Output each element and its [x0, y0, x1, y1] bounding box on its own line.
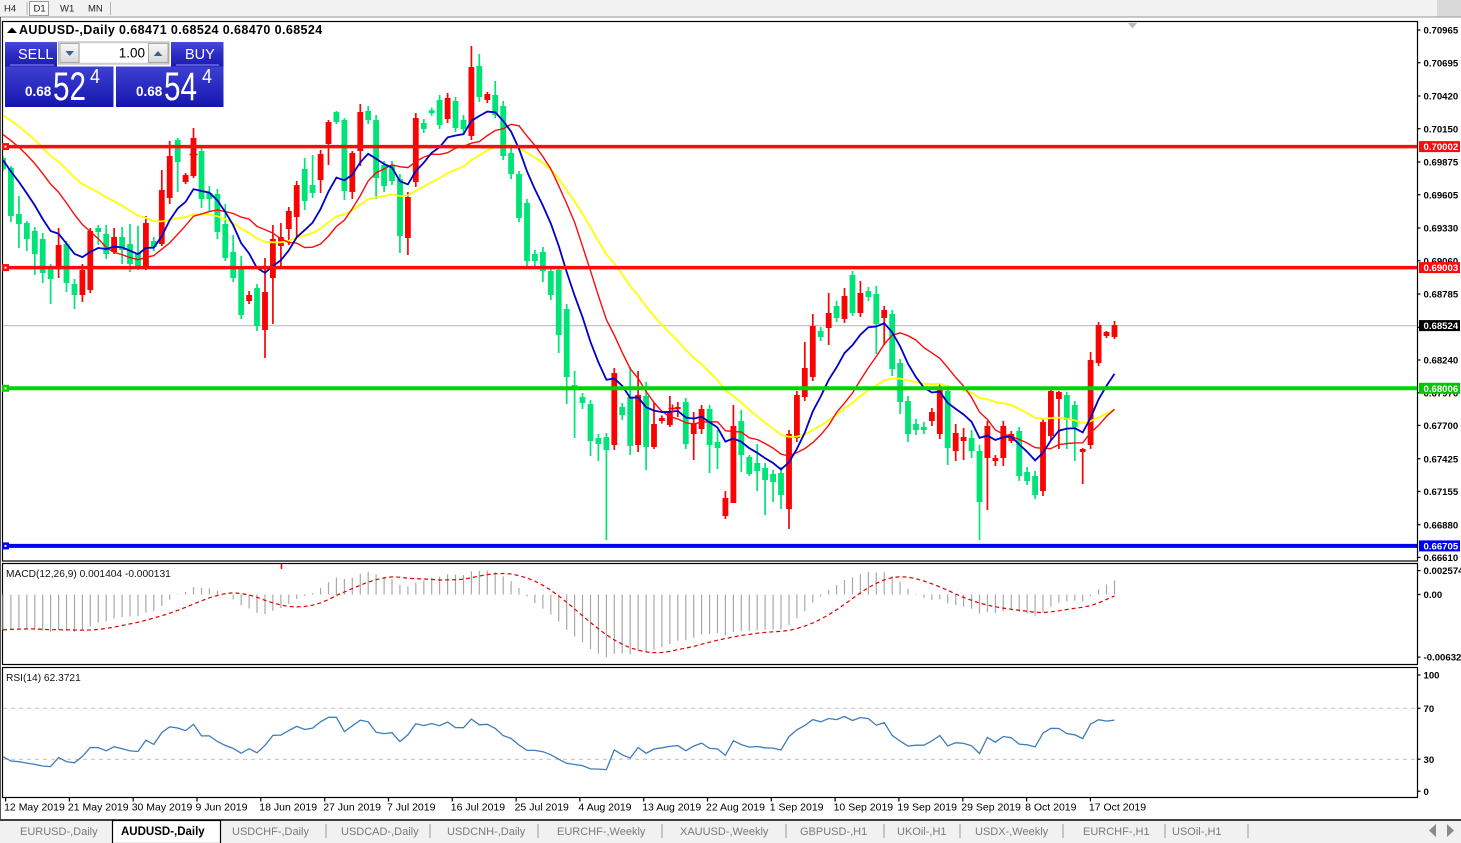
- svg-text:0.69330: 0.69330: [1424, 224, 1459, 235]
- svg-text:XAUUSD-,Weekly: XAUUSD-,Weekly: [680, 826, 769, 838]
- svg-text:4: 4: [202, 66, 212, 88]
- svg-text:EURCHF-,Weekly: EURCHF-,Weekly: [557, 826, 646, 838]
- svg-text:0.66610: 0.66610: [1424, 553, 1459, 564]
- svg-text:4 Aug 2019: 4 Aug 2019: [578, 802, 631, 814]
- svg-text:21 May 2019: 21 May 2019: [68, 802, 129, 814]
- svg-text:MN: MN: [88, 4, 103, 15]
- svg-text:0.70002: 0.70002: [1424, 142, 1459, 153]
- svg-text:10 Sep 2019: 10 Sep 2019: [834, 802, 894, 814]
- svg-text:0.69003: 0.69003: [1424, 263, 1459, 274]
- svg-text:18 Jun 2019: 18 Jun 2019: [259, 802, 317, 814]
- svg-text:EURCHF-,H1: EURCHF-,H1: [1083, 826, 1150, 838]
- svg-text:0.67700: 0.67700: [1424, 421, 1459, 432]
- svg-text:0.70965: 0.70965: [1424, 26, 1459, 37]
- svg-text:0.68785: 0.68785: [1424, 290, 1459, 301]
- svg-text:0.69060: 0.69060: [1424, 256, 1459, 267]
- svg-text:9 Jun 2019: 9 Jun 2019: [196, 802, 248, 814]
- svg-text:29 Sep 2019: 29 Sep 2019: [961, 802, 1021, 814]
- svg-text:GBPUSD-,H1: GBPUSD-,H1: [800, 826, 867, 838]
- svg-text:USDCAD-,Daily: USDCAD-,Daily: [341, 826, 419, 838]
- svg-text:0.67155: 0.67155: [1424, 487, 1459, 498]
- svg-text:-0.006326: -0.006326: [1424, 653, 1461, 664]
- svg-text:0.00: 0.00: [1424, 590, 1443, 601]
- svg-text:0.68240: 0.68240: [1424, 356, 1459, 367]
- svg-text:0.69605: 0.69605: [1424, 190, 1459, 201]
- svg-text:4: 4: [90, 66, 100, 88]
- svg-text:UKOil-,H1: UKOil-,H1: [897, 826, 947, 838]
- svg-text:8 Oct 2019: 8 Oct 2019: [1025, 802, 1077, 814]
- svg-text:16 Jul 2019: 16 Jul 2019: [451, 802, 505, 814]
- svg-text:7 Jul 2019: 7 Jul 2019: [387, 802, 436, 814]
- svg-text:52: 52: [53, 65, 86, 109]
- svg-text:0.70150: 0.70150: [1424, 124, 1459, 135]
- svg-text:0.68006: 0.68006: [1424, 384, 1459, 395]
- svg-text:1 Sep 2019: 1 Sep 2019: [770, 802, 824, 814]
- svg-text:27 Jun 2019: 27 Jun 2019: [323, 802, 381, 814]
- svg-text:AUDUSD-,Daily 0.68471 0.68524: AUDUSD-,Daily 0.68471 0.68524 0.68470 0.…: [19, 23, 323, 37]
- svg-text:USDCNH-,Daily: USDCNH-,Daily: [447, 826, 526, 838]
- svg-text:25 Jul 2019: 25 Jul 2019: [515, 802, 569, 814]
- svg-text:USDX-,Weekly: USDX-,Weekly: [975, 826, 1049, 838]
- svg-text:0.66880: 0.66880: [1424, 520, 1459, 531]
- svg-text:USOil-,H1: USOil-,H1: [1172, 826, 1222, 838]
- svg-text:0.70695: 0.70695: [1424, 58, 1459, 69]
- svg-text:0.70420: 0.70420: [1424, 92, 1459, 103]
- svg-text:1.00: 1.00: [119, 46, 145, 61]
- svg-text:13 Aug 2019: 13 Aug 2019: [642, 802, 701, 814]
- svg-text:0.002574: 0.002574: [1424, 566, 1461, 577]
- svg-text:AUDUSD-,Daily: AUDUSD-,Daily: [121, 826, 205, 838]
- svg-text:0.69875: 0.69875: [1424, 158, 1459, 169]
- svg-text:54: 54: [164, 65, 197, 109]
- svg-text:BUY: BUY: [185, 47, 215, 63]
- svg-text:12 May 2019: 12 May 2019: [4, 802, 65, 814]
- svg-text:RSI(14) 62.3721: RSI(14) 62.3721: [6, 673, 81, 684]
- svg-text:EURUSD-,Daily: EURUSD-,Daily: [20, 826, 98, 838]
- svg-text:USDCHF-,Daily: USDCHF-,Daily: [232, 826, 310, 838]
- svg-text:19 Sep 2019: 19 Sep 2019: [897, 802, 957, 814]
- svg-text:100: 100: [1424, 671, 1440, 682]
- svg-text:30: 30: [1424, 755, 1435, 766]
- svg-text:MACD(12,26,9) 0.001404 -0.0001: MACD(12,26,9) 0.001404 -0.000131: [6, 569, 171, 580]
- svg-text:22 Aug 2019: 22 Aug 2019: [706, 802, 765, 814]
- svg-text:0.68: 0.68: [136, 84, 163, 99]
- svg-text:D1: D1: [34, 4, 46, 15]
- svg-text:70: 70: [1424, 704, 1435, 715]
- svg-text:0.67425: 0.67425: [1424, 454, 1459, 465]
- svg-text:SELL: SELL: [18, 47, 53, 63]
- svg-text:0.66705: 0.66705: [1424, 542, 1459, 553]
- svg-text:30 May 2019: 30 May 2019: [132, 802, 193, 814]
- svg-text:0.68: 0.68: [25, 84, 52, 99]
- svg-text:H4: H4: [4, 4, 16, 15]
- svg-text:W1: W1: [60, 4, 74, 15]
- svg-text:17 Oct 2019: 17 Oct 2019: [1089, 802, 1146, 814]
- svg-text:0.68524: 0.68524: [1424, 321, 1459, 332]
- svg-text:0: 0: [1424, 787, 1429, 798]
